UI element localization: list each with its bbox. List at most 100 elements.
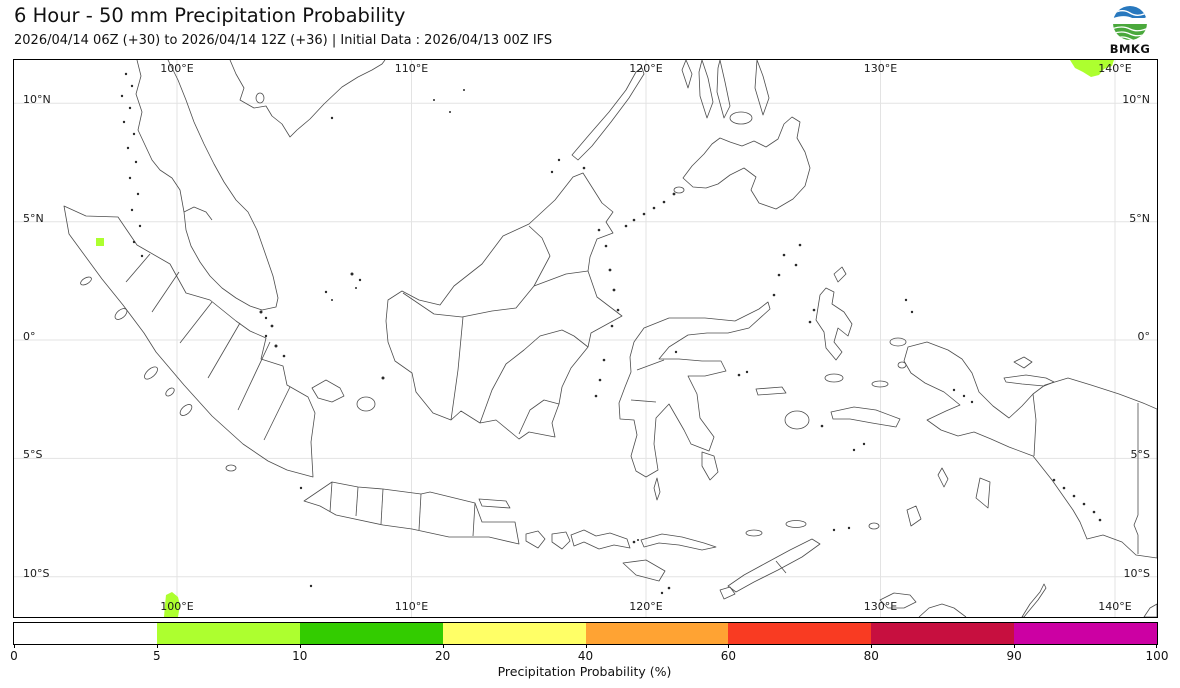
coast-phuquoc [255,92,265,104]
map-area: 100°E 100°E 110°E 110°E 120°E 120°E 130°E 130°E… [13,59,1158,618]
indonesia-map [14,60,1157,617]
coast-borneo [385,172,623,440]
precipitation-overlay [96,60,1114,617]
colorbar-tick-mark [728,644,730,648]
coast-kai [937,467,949,488]
coast-java [303,481,520,545]
colorbar-segment-6 [871,623,1015,644]
coast-morotai [833,266,847,283]
coast-gove [1143,603,1157,617]
borders-sumatra [125,253,291,441]
coast-nias [114,308,128,320]
colorbar-tick-mark [156,644,158,648]
border-timor-leste [775,560,787,574]
colorbar-tick-label: 10 [292,649,308,663]
coast-madura [478,498,511,509]
colorbar-tick-mark [585,644,587,648]
colorbar-tick-label: 20 [434,649,451,663]
coast-babar [868,522,880,530]
coast-arnhem [918,603,967,617]
colorbar-segment-1 [156,623,300,644]
coast-sumatra [63,205,316,478]
coast-sumbawa [570,529,631,550]
coast-bali [525,530,546,549]
coast-pagai [179,404,193,416]
coast-bangka [311,379,345,403]
colorbar-axis-label: Precipitation Probability (%) [497,664,672,679]
colorbar-tick-label: 80 [863,649,879,663]
coast-siberut [144,366,158,380]
island-specks [120,72,1102,595]
precip-blob-south-sumatra [164,592,180,617]
coast-alor [745,529,763,537]
coast-wessel [1021,583,1047,617]
coast-biak [1013,356,1033,369]
colorbar-tick-mark [442,644,444,648]
colorbar-segment-7 [1014,623,1157,644]
coast-simeulue [80,276,92,286]
border-papua-province [1032,393,1037,457]
colorbar-tick-label: 60 [720,649,737,663]
coast-mindanao [682,116,811,210]
borders-borneo [402,225,589,435]
colorbar-tick-label: 100 [1145,649,1169,663]
coast-tanimbar [906,505,922,527]
coast-indochina [229,60,386,138]
colorbar-tick-label: 0 [10,649,18,663]
precip-blob-north-papua [1070,60,1114,77]
coast-palawan [571,67,645,161]
colorbar-segment-3 [442,623,586,644]
coast-selayar [653,477,661,501]
coast-basilan [673,186,685,194]
coast-cebu [716,60,731,119]
coast-obi [824,373,844,383]
borders-sulawesi [630,359,665,403]
coast-flores [640,533,717,551]
coast-halmahera [815,287,853,361]
colorbar-segment-5 [728,623,872,644]
coast-waigeo [889,337,907,347]
coast-lombok [551,531,571,550]
border-png [1133,403,1139,554]
graticule [14,60,1157,617]
colorbar-tick-mark [871,644,873,648]
colorbar-tick-mark [14,644,15,648]
colorbar-tick-mark [1014,644,1016,648]
coast-sumba [622,559,666,582]
coast-malay-peninsula [135,60,279,311]
coast-enggano [225,464,237,472]
precip-dot-aceh [96,238,104,246]
coast-leyte [754,60,770,116]
coast-melville [879,592,917,609]
colorbar-tick-label: 5 [153,649,161,663]
coast-sula [755,386,787,396]
coast-negros [698,60,714,119]
coast-papua [903,341,1157,559]
coast-rote [719,586,736,600]
colorbar-tick-mark [1156,644,1157,648]
colorbar-segment-2 [299,623,443,644]
colorbar-tick-label: 40 [577,649,594,663]
coastlines [63,60,1157,617]
border-thailand-malaysia [183,206,213,221]
coast-bohol [729,111,753,125]
coast-yapen [1003,374,1055,387]
page-title: 6 Hour - 50 mm Precipitation Probability [14,4,406,27]
borders-java [329,481,476,537]
coast-seram [830,406,901,428]
colorbar-segment-0 [14,623,157,644]
coast-sulawesi [618,301,771,478]
bmkg-logo-label: BMKG [1109,42,1151,56]
colorbar [13,622,1158,645]
coast-panay [681,60,693,89]
page-subtitle: 2026/04/14 06Z (+30) to 2026/04/14 12Z (… [14,33,553,48]
coast-timor [727,538,821,593]
colorbar-tick-label: 90 [1006,649,1022,663]
coast-buton [701,451,719,481]
coast-buru [784,410,810,430]
bmkg-logo-icon [1113,6,1147,40]
coast-aru [975,477,991,509]
colorbar-tick-mark [299,644,301,648]
colorbar-segment-4 [585,623,729,644]
